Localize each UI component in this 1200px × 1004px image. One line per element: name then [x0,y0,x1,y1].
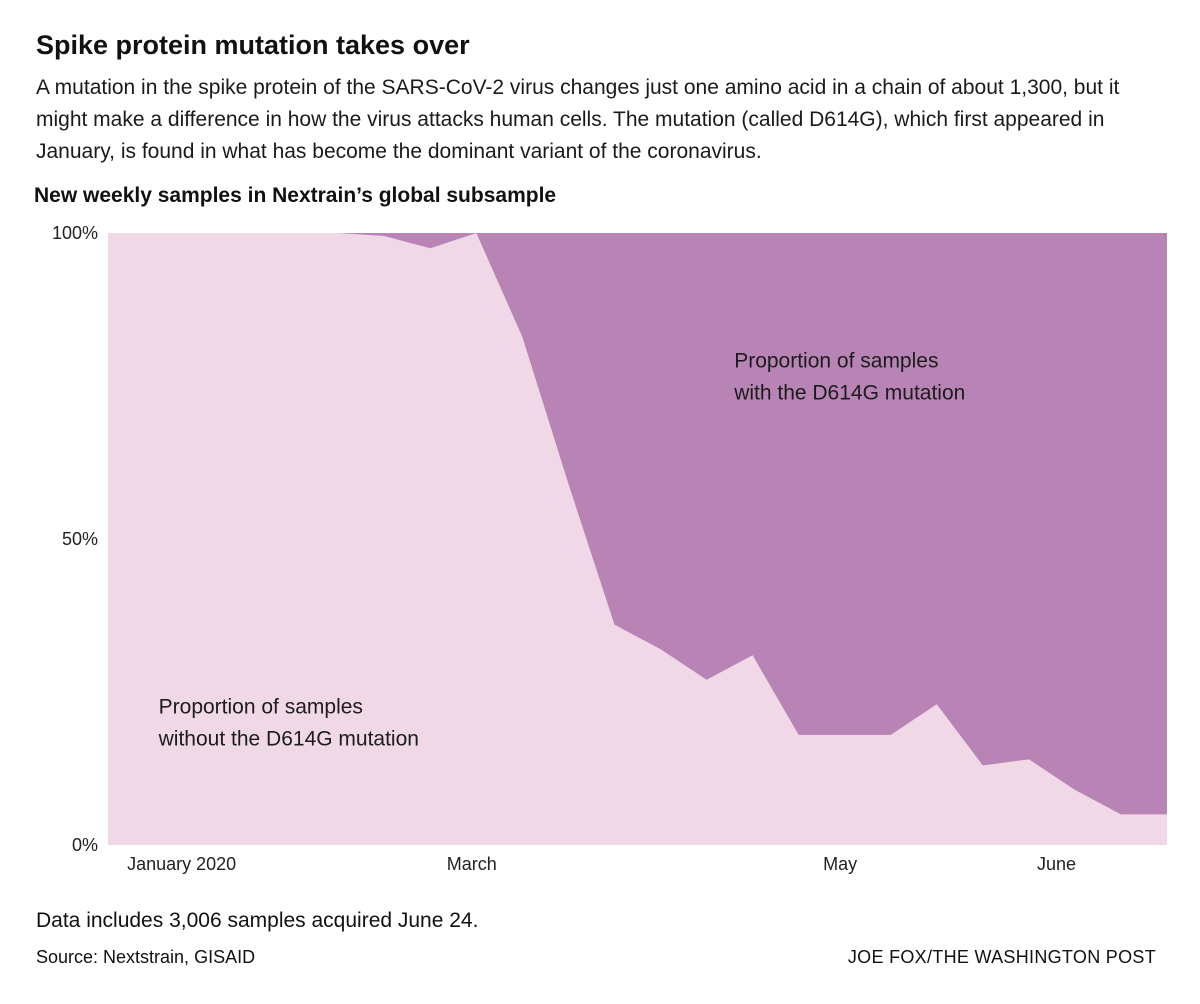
series-annotation-label: with the D614G mutation [733,382,965,405]
data-note: Data includes 3,006 samples acquired Jun… [36,909,479,932]
chart-title: Spike protein mutation takes over [36,30,470,60]
y-tick-label: 100% [52,223,98,243]
graphic-credit: JOE FOX/THE WASHINGTON POST [847,947,1156,967]
y-tick-label: 50% [62,529,98,549]
intro-text: A mutation in the spike protein of the S… [36,76,1120,163]
series-annotation-label: Proportion of samples [734,350,938,373]
series-annotation-label: Proportion of samples [159,695,363,718]
x-tick-label: May [823,854,857,874]
series-without-d614g-area [108,233,1167,845]
source-credit: Source: Nextstrain, GISAID [36,947,256,967]
x-tick-label: June [1037,854,1076,874]
x-tick-label: January 2020 [127,854,236,874]
x-tick-label: March [447,854,497,874]
chart-subtitle: New weekly samples in Nextrain’s global … [34,184,557,207]
series-annotation-label: without the D614G mutation [158,727,419,750]
y-tick-label: 0% [72,835,98,855]
